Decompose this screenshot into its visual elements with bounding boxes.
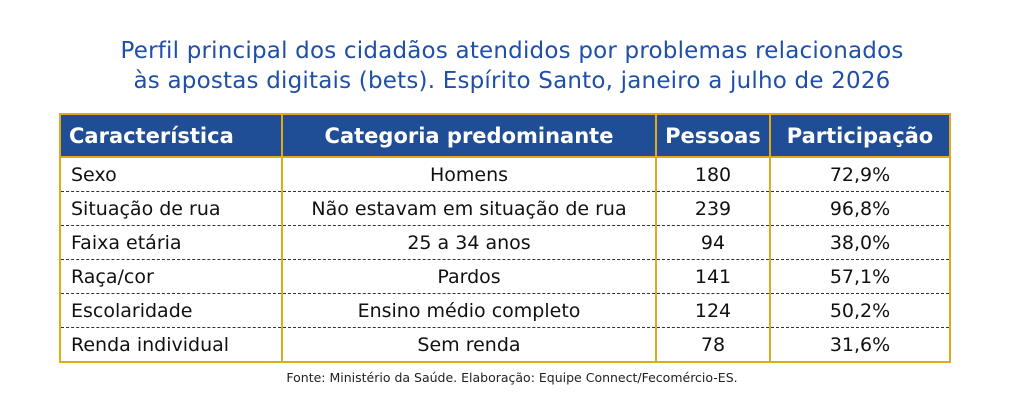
cell-pessoas: 239 <box>655 191 771 226</box>
cell-pessoas: 94 <box>655 225 771 260</box>
cell-caracteristica: Raça/cor <box>59 259 283 294</box>
header-pessoas: Pessoas <box>655 114 771 158</box>
cell-caracteristica: Escolaridade <box>59 293 283 328</box>
cell-participacao: 38,0% <box>769 225 951 260</box>
header-categoria: Categoria predominante <box>281 114 657 158</box>
table-row: Situação de rua Não estavam em situação … <box>59 191 951 226</box>
header-participacao: Participação <box>769 114 951 158</box>
table-row: Raça/cor Pardos 141 57,1% <box>59 259 951 294</box>
header-caracteristica: Característica <box>59 114 283 158</box>
source-note: Fonte: Ministério da Saúde. Elaboração: … <box>286 370 738 385</box>
cell-categoria: 25 a 34 anos <box>281 225 657 260</box>
table-row: Renda individual Sem renda 78 31,6% <box>59 327 951 362</box>
table-row: Sexo Homens 180 72,9% <box>59 157 951 192</box>
cell-categoria: Sem renda <box>281 327 657 362</box>
cell-participacao: 50,2% <box>769 293 951 328</box>
cell-participacao: 57,1% <box>769 259 951 294</box>
table-header-row: Característica Categoria predominante Pe… <box>59 114 951 158</box>
cell-pessoas: 78 <box>655 327 771 362</box>
cell-categoria: Não estavam em situação de rua <box>281 191 657 226</box>
cell-pessoas: 141 <box>655 259 771 294</box>
cell-participacao: 96,8% <box>769 191 951 226</box>
cell-pessoas: 180 <box>655 157 771 192</box>
cell-categoria: Homens <box>281 157 657 192</box>
title-line-1: Perfil principal dos cidadãos atendidos … <box>120 38 904 64</box>
table-row: Faixa etária 25 a 34 anos 94 38,0% <box>59 225 951 260</box>
page-title: Perfil principal dos cidadãos atendidos … <box>0 36 1024 96</box>
cell-categoria: Pardos <box>281 259 657 294</box>
cell-caracteristica: Situação de rua <box>59 191 283 226</box>
cell-categoria: Ensino médio completo <box>281 293 657 328</box>
table-row: Escolaridade Ensino médio completo 124 5… <box>59 293 951 328</box>
profile-table: Característica Categoria predominante Pe… <box>59 113 951 363</box>
cell-participacao: 72,9% <box>769 157 951 192</box>
cell-caracteristica: Renda individual <box>59 327 283 362</box>
cell-participacao: 31,6% <box>769 327 951 362</box>
cell-caracteristica: Sexo <box>59 157 283 192</box>
cell-pessoas: 124 <box>655 293 771 328</box>
cell-caracteristica: Faixa etária <box>59 225 283 260</box>
title-line-2: às apostas digitais (bets). Espírito San… <box>133 68 891 94</box>
